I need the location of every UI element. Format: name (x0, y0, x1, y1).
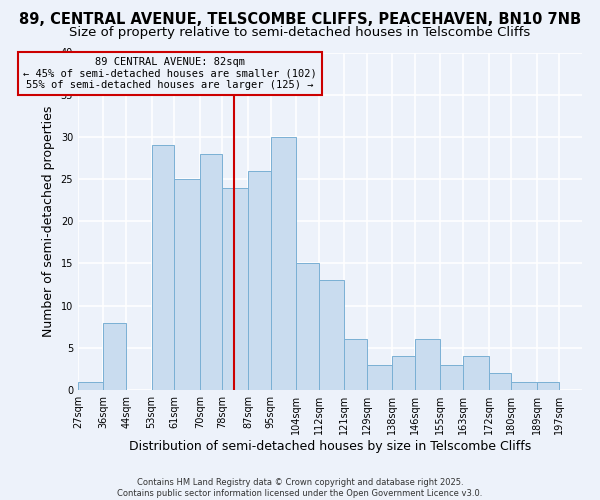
Bar (367, 364, 392, 390)
Bar (248, 170, 271, 390)
Text: Size of property relative to semi-detached houses in Telscombe Cliffs: Size of property relative to semi-detach… (70, 26, 530, 39)
Bar (415, 340, 440, 390)
X-axis label: Distribution of semi-detached houses by size in Telscombe Cliffs: Distribution of semi-detached houses by … (129, 440, 531, 453)
Bar (223, 188, 248, 390)
Text: 89, CENTRAL AVENUE, TELSCOMBE CLIFFS, PEACEHAVEN, BN10 7NB: 89, CENTRAL AVENUE, TELSCOMBE CLIFFS, PE… (19, 12, 581, 28)
Bar (296, 264, 319, 390)
Bar (152, 146, 174, 390)
Bar (488, 373, 511, 390)
Bar (344, 340, 367, 390)
Bar (103, 322, 126, 390)
Text: Contains HM Land Registry data © Crown copyright and database right 2025.
Contai: Contains HM Land Registry data © Crown c… (118, 478, 482, 498)
Bar (511, 382, 536, 390)
Bar (271, 137, 296, 390)
Bar (78, 382, 103, 390)
Bar (536, 382, 559, 390)
Bar (174, 179, 200, 390)
Y-axis label: Number of semi-detached properties: Number of semi-detached properties (42, 106, 55, 337)
Bar (319, 280, 344, 390)
Bar (440, 364, 463, 390)
Bar (200, 154, 223, 390)
Bar (392, 356, 415, 390)
Bar (463, 356, 488, 390)
Text: 89 CENTRAL AVENUE: 82sqm
← 45% of semi-detached houses are smaller (102)
55% of : 89 CENTRAL AVENUE: 82sqm ← 45% of semi-d… (23, 56, 317, 90)
